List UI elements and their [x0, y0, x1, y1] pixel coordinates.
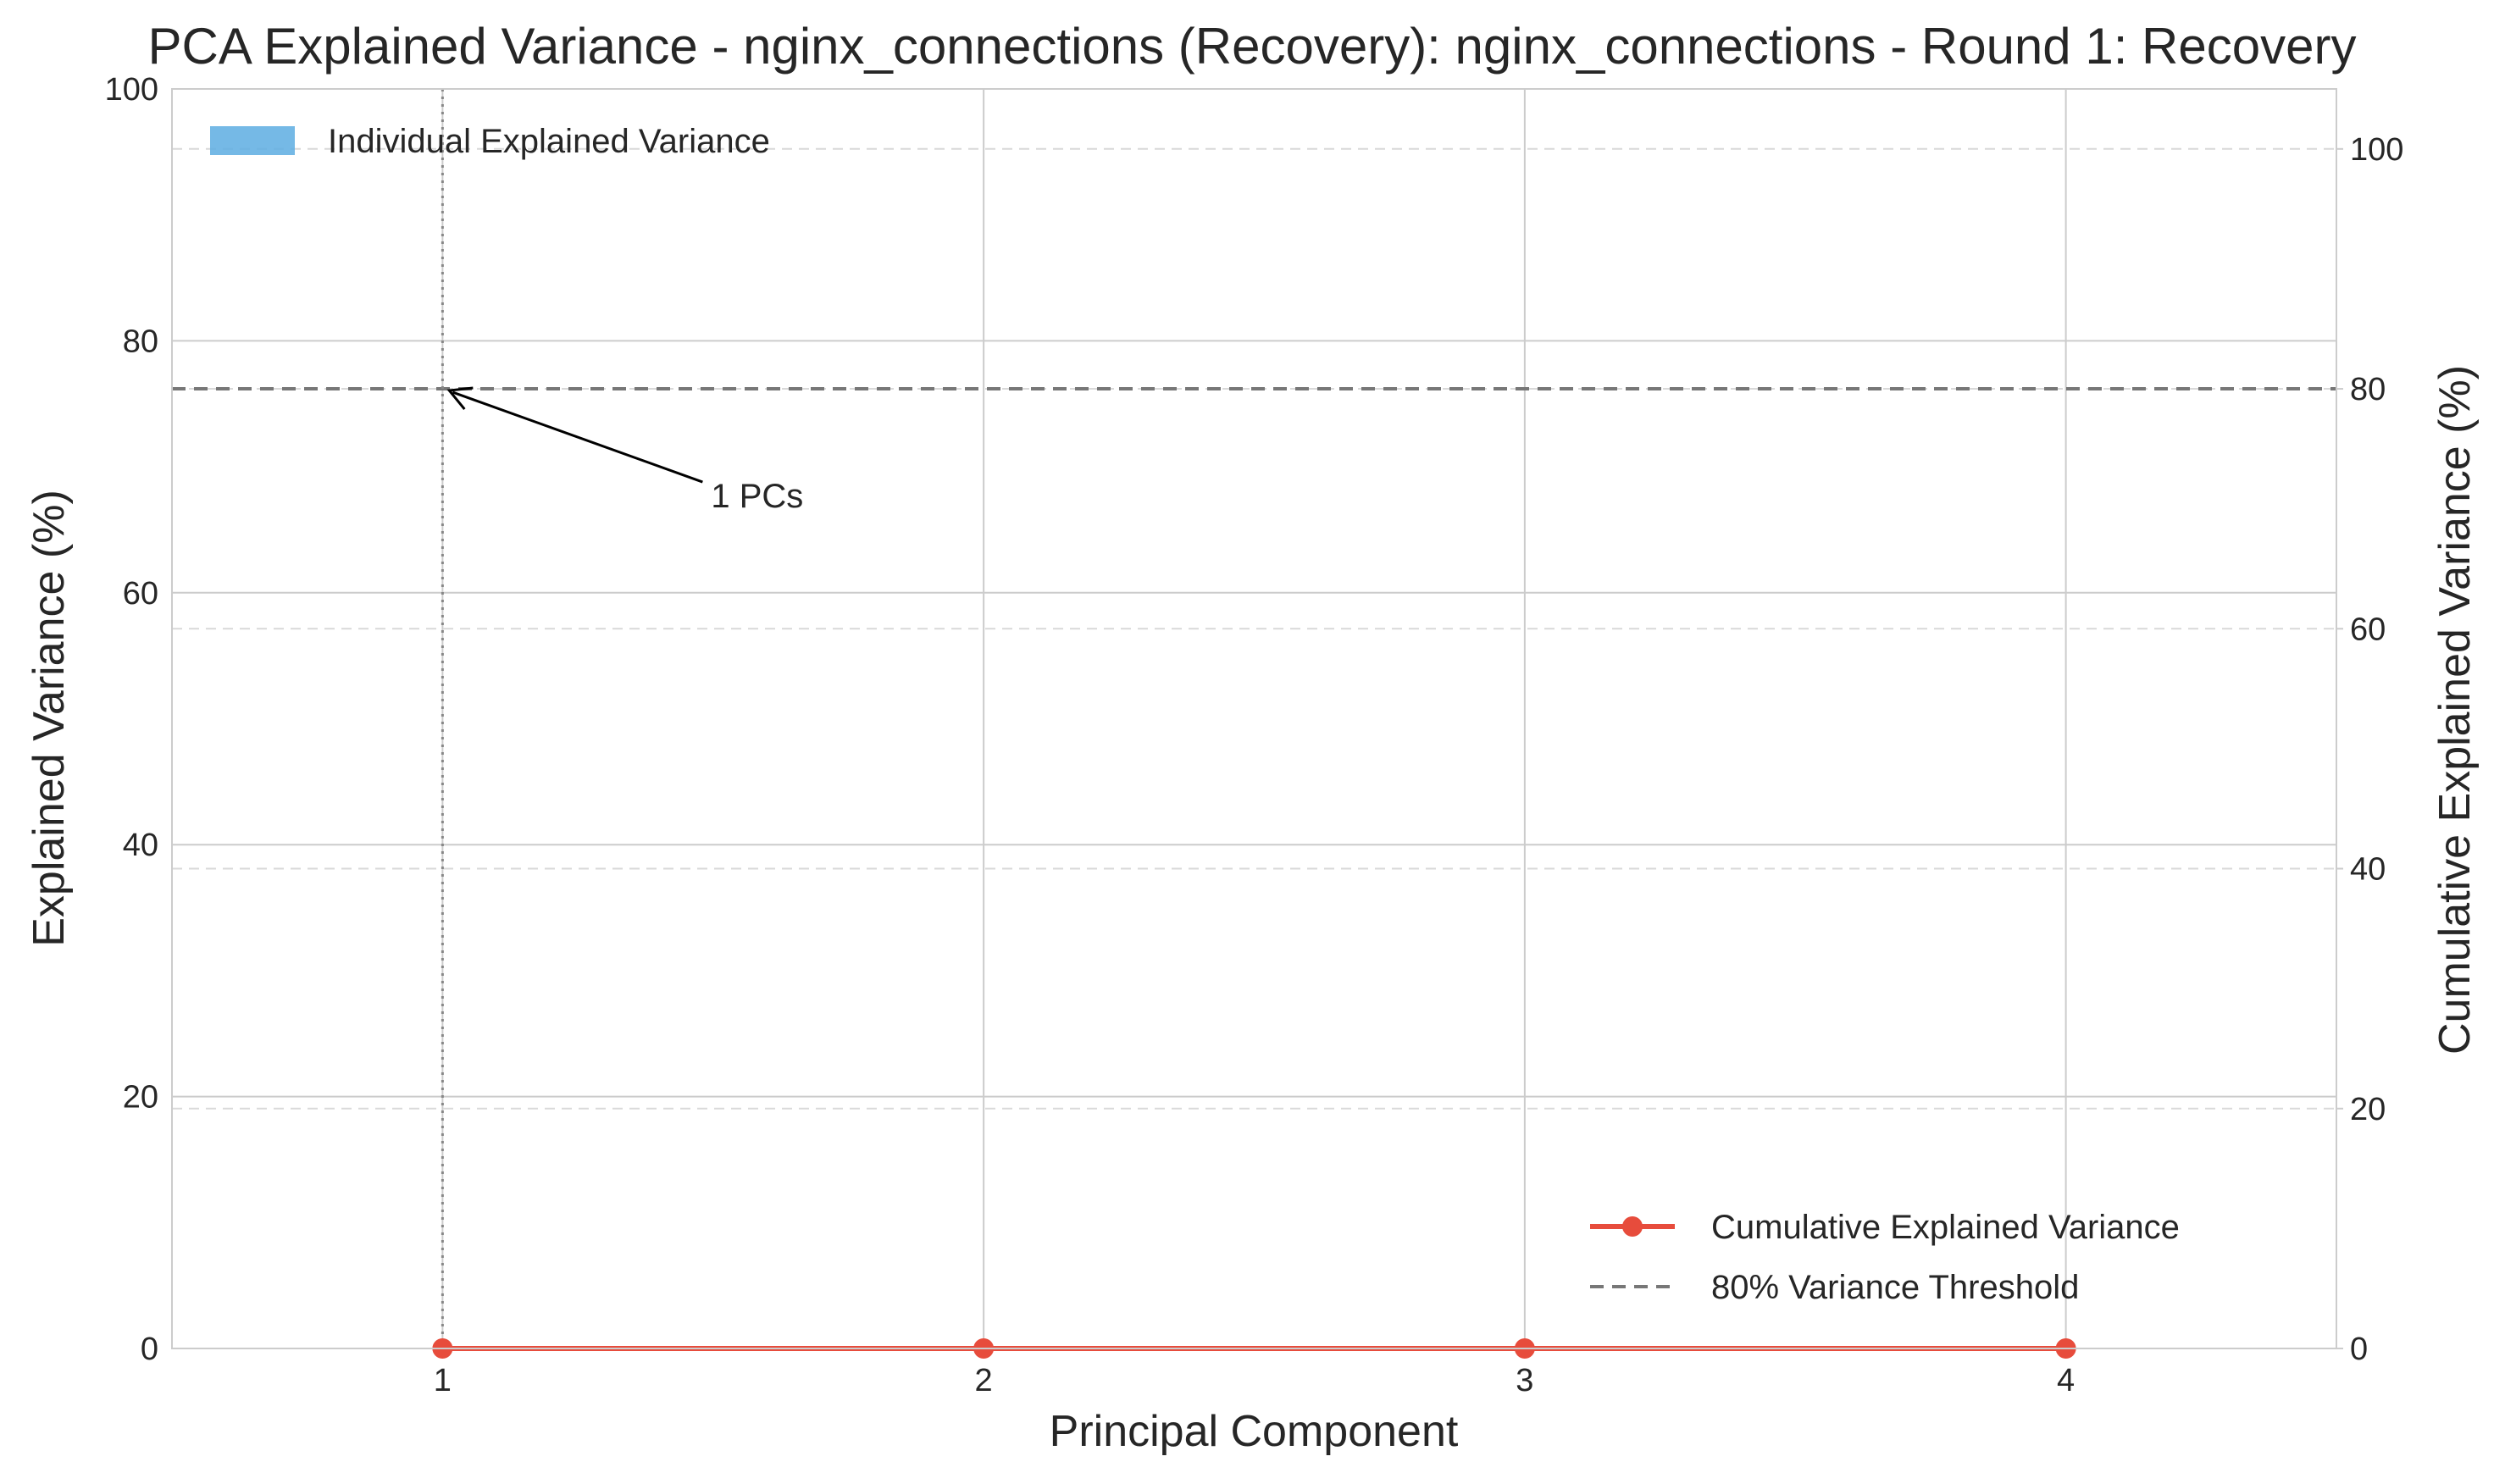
y-tick-label-right: 80 — [2350, 372, 2386, 407]
y-tick-label-right: 60 — [2350, 612, 2386, 647]
legend-label-threshold: 80% Variance Threshold — [1711, 1269, 2079, 1306]
annotation-layer: 1 PCs — [446, 386, 803, 515]
y-tick-label-left: 0 — [141, 1332, 158, 1367]
y-tick-label-left: 40 — [123, 828, 158, 863]
y-tick-label-right: 0 — [2350, 1332, 2368, 1367]
legend-upper: Individual Explained Variance — [210, 123, 770, 160]
y-tick-label-left: 80 — [123, 324, 158, 359]
annotation-arrow-head — [446, 386, 474, 410]
legend-marker-cumulative — [1622, 1216, 1643, 1237]
annotation-arrow-shaft — [452, 390, 703, 484]
x-tick-label: 4 — [2057, 1363, 2075, 1398]
y-tick-label-right: 20 — [2350, 1092, 2386, 1127]
annotation-label: 1 PCs — [711, 478, 803, 515]
y-tick-label-right: 100 — [2350, 132, 2403, 168]
grid-layer — [172, 88, 2336, 1349]
legend-swatch-individual — [210, 126, 295, 155]
y-tick-label-left: 100 — [105, 72, 158, 108]
legend-label-individual: Individual Explained Variance — [328, 123, 770, 160]
x-tick-label: 3 — [1516, 1363, 1533, 1398]
y-axis-title-right: Cumulative Explained Variance (%) — [2430, 365, 2480, 1055]
reference-lines — [172, 89, 2336, 1348]
y-tick-label-right: 40 — [2350, 852, 2386, 888]
x-axis-title: Principal Component — [1050, 1407, 1459, 1456]
x-tick-label: 2 — [975, 1363, 993, 1398]
y-tick-label-left: 60 — [123, 576, 158, 612]
plot-frame — [171, 88, 2337, 1349]
x-tick-label: 1 — [434, 1363, 452, 1398]
y-axis-title-left: Explained Variance (%) — [25, 490, 74, 947]
legend-label-cumulative: Cumulative Explained Variance — [1711, 1209, 2180, 1246]
chart-title: PCA Explained Variance - nginx_connectio… — [148, 18, 2357, 75]
y-tick-label-left: 20 — [123, 1080, 158, 1116]
legend-lower: Cumulative Explained Variance 80% Varian… — [1590, 1209, 2180, 1306]
